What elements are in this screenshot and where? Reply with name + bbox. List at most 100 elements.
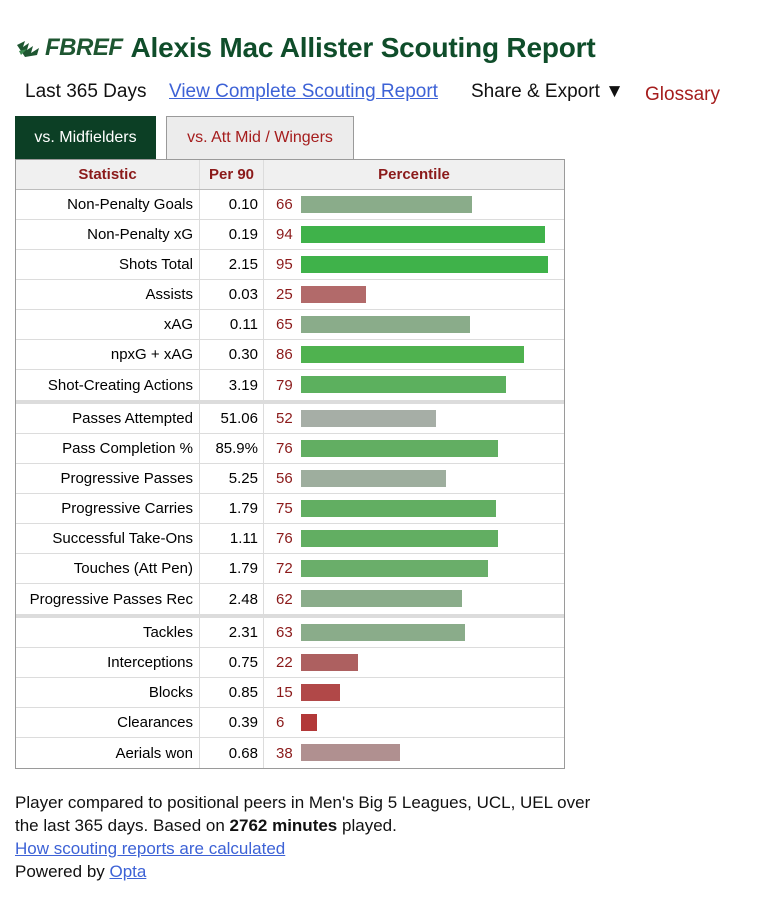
percentile-bar xyxy=(301,744,400,761)
glossary-link[interactable]: Glossary xyxy=(645,84,720,105)
table-row: Clearances 0.39 6 xyxy=(16,708,564,738)
per90-value: 0.19 xyxy=(200,220,264,249)
scouting-table: Statistic Per 90 Percentile Non-Penalty … xyxy=(15,159,565,769)
per90-value: 0.10 xyxy=(200,190,264,219)
page-title: Alexis Mac Allister Scouting Report xyxy=(130,32,596,63)
percentile-cell: 52 xyxy=(264,404,564,433)
table-row: Passes Attempted 51.06 52 xyxy=(16,404,564,434)
percentile-value: 86 xyxy=(276,346,293,363)
stat-name: Assists xyxy=(16,280,200,309)
stat-name: xAG xyxy=(16,310,200,339)
table-row: Shots Total 2.15 95 xyxy=(16,250,564,280)
percentile-cell: 76 xyxy=(264,524,564,553)
percentile-cell: 66 xyxy=(264,190,564,219)
percentile-cell: 63 xyxy=(264,618,564,647)
table-row: Blocks 0.85 15 xyxy=(16,678,564,708)
percentile-value: 76 xyxy=(276,440,293,457)
powered-by-label: Powered by xyxy=(15,862,110,881)
percentile-value: 6 xyxy=(276,714,285,731)
per90-value: 1.79 xyxy=(200,554,264,583)
per90-value: 2.31 xyxy=(200,618,264,647)
percentile-value: 56 xyxy=(276,470,293,487)
report-nav: Last 365 Days View Complete Scouting Rep… xyxy=(25,78,745,106)
per90-value: 85.9% xyxy=(200,434,264,463)
table-row: Assists 0.03 25 xyxy=(16,280,564,310)
percentile-value: 75 xyxy=(276,500,293,517)
column-header-percentile[interactable]: Percentile xyxy=(378,166,450,183)
stat-name: Non-Penalty Goals xyxy=(16,190,200,219)
tab-vs-att-mid-wingers[interactable]: vs. Att Mid / Wingers xyxy=(166,116,354,159)
percentile-bar xyxy=(301,654,358,671)
column-header-per90[interactable]: Per 90 xyxy=(200,160,264,189)
percentile-bar xyxy=(301,590,462,607)
stat-name: Tackles xyxy=(16,618,200,647)
per90-value: 0.03 xyxy=(200,280,264,309)
percentile-bar xyxy=(301,346,524,363)
percentile-cell: 25 xyxy=(264,280,564,309)
per90-value: 0.75 xyxy=(200,648,264,677)
percentile-cell: 95 xyxy=(264,250,564,279)
percentile-cell: 15 xyxy=(264,678,564,707)
stat-name: Progressive Passes Rec xyxy=(16,584,200,614)
percentile-cell: 72 xyxy=(264,554,564,583)
percentile-value: 22 xyxy=(276,654,293,671)
period-label: Last 365 Days xyxy=(25,81,147,102)
table-row: Progressive Carries 1.79 75 xyxy=(16,494,564,524)
stat-name: Interceptions xyxy=(16,648,200,677)
percentile-bar xyxy=(301,316,470,333)
percentile-cell: 62 xyxy=(264,584,564,614)
per90-value: 0.30 xyxy=(200,340,264,369)
table-row: Pass Completion % 85.9% 76 xyxy=(16,434,564,464)
percentile-bar xyxy=(301,196,472,213)
page-header: FBREF Alexis Mac Allister Scouting Repor… xyxy=(15,28,596,68)
stat-name: Clearances xyxy=(16,708,200,737)
stat-name: npxG + xAG xyxy=(16,340,200,369)
per90-value: 0.11 xyxy=(200,310,264,339)
share-export-menu[interactable]: Share & Export ▼ xyxy=(471,81,624,102)
percentile-cell: 79 xyxy=(264,370,564,400)
per90-value: 3.19 xyxy=(200,370,264,400)
percentile-value: 38 xyxy=(276,744,293,762)
minutes-played: 2762 minutes xyxy=(229,816,338,835)
per90-value: 0.85 xyxy=(200,678,264,707)
per90-value: 2.15 xyxy=(200,250,264,279)
table-row: Progressive Passes 5.25 56 xyxy=(16,464,564,494)
percentile-value: 52 xyxy=(276,410,293,427)
per90-value: 1.79 xyxy=(200,494,264,523)
percentile-value: 79 xyxy=(276,376,293,394)
footer-line2-post: played. xyxy=(337,816,397,835)
stat-name: Touches (Att Pen) xyxy=(16,554,200,583)
report-footer: Player compared to positional peers in M… xyxy=(15,791,715,883)
percentile-value: 65 xyxy=(276,316,293,333)
percentile-bar xyxy=(301,256,548,273)
stat-name: Shots Total xyxy=(16,250,200,279)
stat-name: Pass Completion % xyxy=(16,434,200,463)
stat-name: Progressive Passes xyxy=(16,464,200,493)
percentile-value: 72 xyxy=(276,560,293,577)
stat-name: Blocks xyxy=(16,678,200,707)
percentile-value: 15 xyxy=(276,684,293,701)
table-row: Progressive Passes Rec 2.48 62 xyxy=(16,584,564,618)
column-header-statistic[interactable]: Statistic xyxy=(16,160,200,189)
table-row: Successful Take-Ons 1.11 76 xyxy=(16,524,564,554)
per90-value: 1.11 xyxy=(200,524,264,553)
tab-vs-midfielders[interactable]: vs. Midfielders xyxy=(15,116,156,159)
fbref-logo-text: FBREF xyxy=(45,34,123,61)
full-report-link[interactable]: View Complete Scouting Report xyxy=(169,81,438,102)
percentile-value: 95 xyxy=(276,256,293,273)
percentile-bar xyxy=(301,440,498,457)
fbref-logo[interactable]: FBREF xyxy=(15,34,123,62)
percentile-cell: 75 xyxy=(264,494,564,523)
stat-name: Non-Penalty xG xyxy=(16,220,200,249)
opta-link[interactable]: Opta xyxy=(109,862,147,881)
percentile-bar xyxy=(301,714,317,731)
calculation-link[interactable]: How scouting reports are calculated xyxy=(15,839,286,858)
percentile-bar xyxy=(301,624,465,641)
percentile-cell: 6 xyxy=(264,708,564,737)
stat-name: Shot-Creating Actions xyxy=(16,370,200,400)
stat-name: Progressive Carries xyxy=(16,494,200,523)
stat-name: Aerials won xyxy=(16,738,200,768)
footer-description-line1: Player compared to positional peers in M… xyxy=(15,793,591,812)
per90-value: 0.68 xyxy=(200,738,264,768)
percentile-bar xyxy=(301,500,496,517)
